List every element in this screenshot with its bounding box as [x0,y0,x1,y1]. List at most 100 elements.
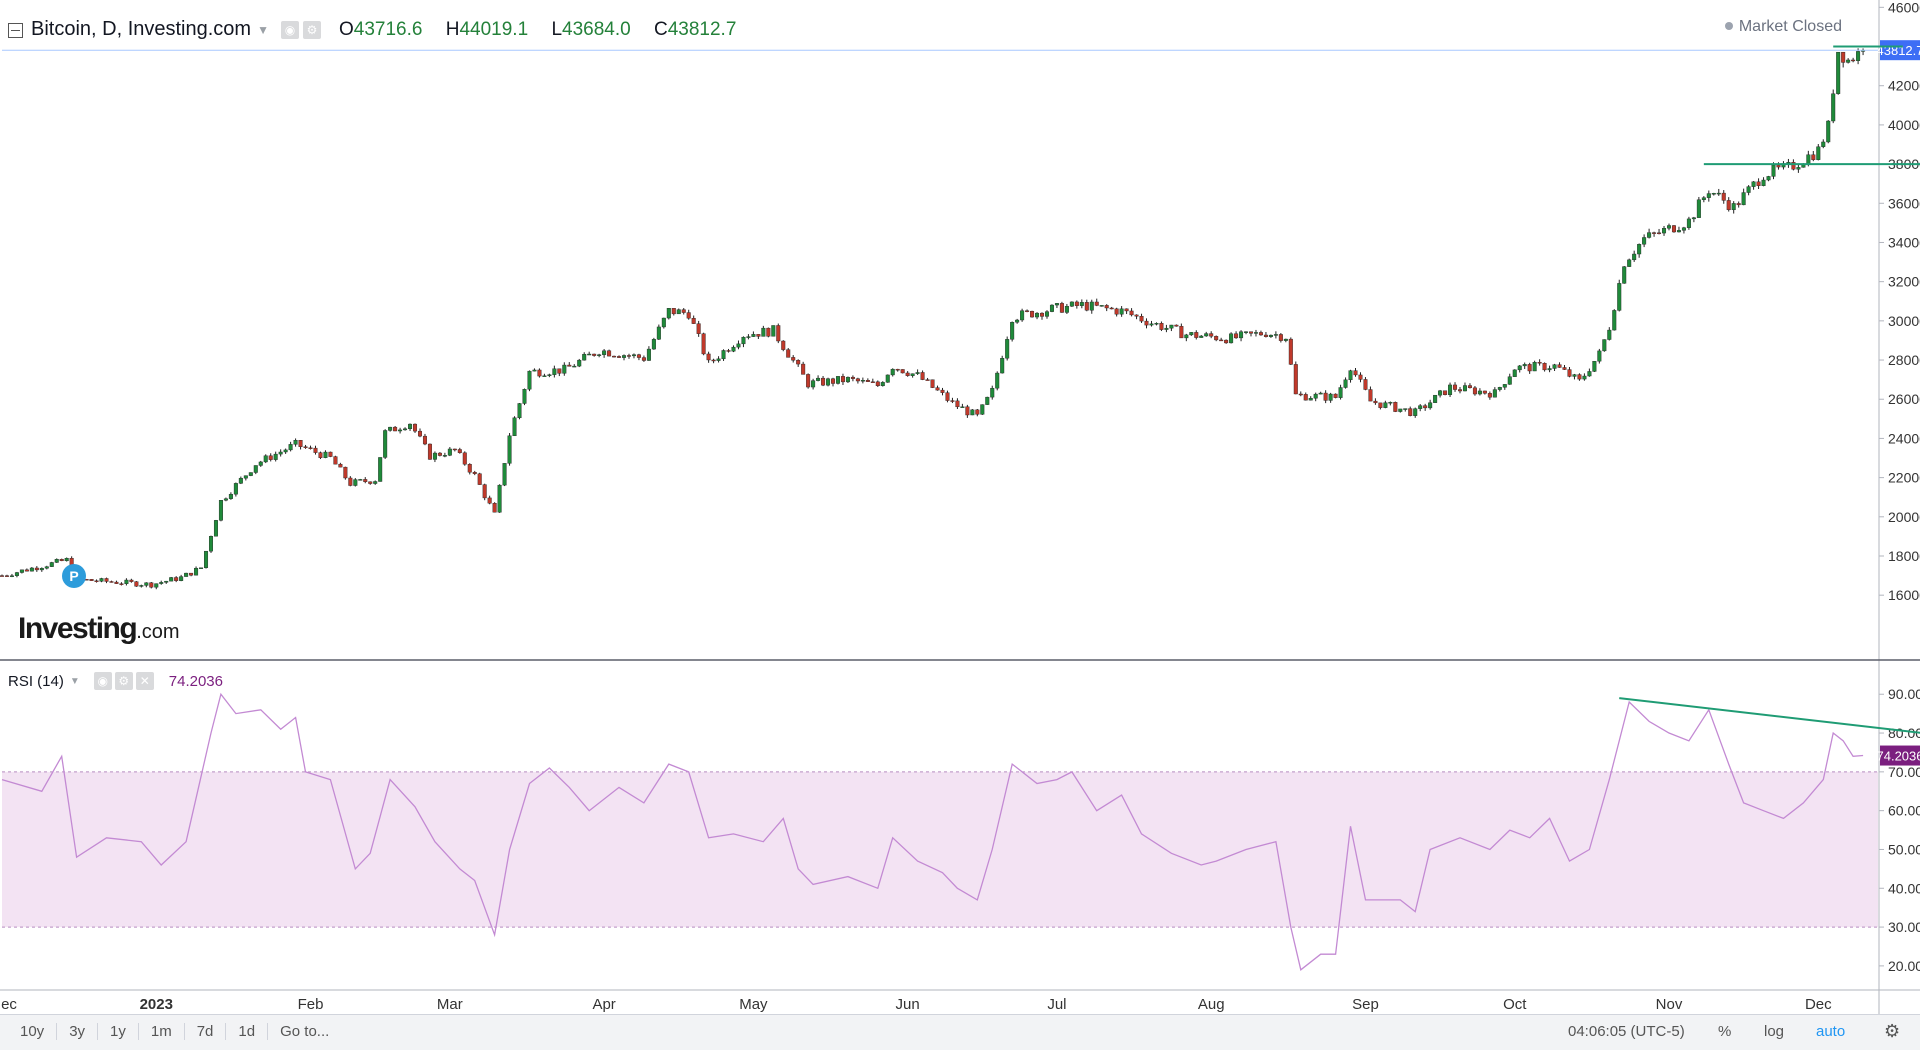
rsi-tick-label: 20.0000 [1888,958,1920,974]
candle-up [737,344,741,347]
candle-up [513,418,517,436]
candle-up [846,377,850,382]
candle-up [1627,260,1631,267]
candle-down [692,318,696,323]
range-7d-button[interactable]: 7d [185,1023,227,1040]
candle-down [468,464,472,472]
range-1y-button[interactable]: 1y [98,1023,139,1040]
candle-up [1637,244,1641,254]
candle-up [398,430,402,431]
candle-up [1349,371,1353,380]
candle-up [1612,310,1616,330]
eye-icon[interactable]: ◉ [94,672,112,690]
candle-down [1234,334,1238,338]
candle-up [403,429,407,430]
investing-logo: Investing.com [18,612,180,646]
candle-up [279,452,283,454]
auto-toggle[interactable]: auto [1816,1023,1845,1040]
candle-up [354,480,358,486]
candle-up [1170,325,1174,328]
candle-down [314,448,318,452]
candle-up [274,454,278,460]
goto-button[interactable]: Go to... [268,1023,341,1040]
candle-up [677,310,681,314]
range-buttons: 10y 3y 1y 1m 7d 1d Go to... [8,1023,341,1040]
candle-down [115,582,119,584]
candle-down [931,380,935,388]
range-1m-button[interactable]: 1m [139,1023,185,1040]
candle-up [209,536,213,551]
candle-up [1463,386,1467,392]
candle-up [1274,334,1278,335]
chart-title[interactable]: Bitcoin, D, Investing.com [31,18,251,41]
candle-up [1339,388,1343,398]
range-1d-button[interactable]: 1d [226,1023,268,1040]
candle-down [637,355,641,358]
candle-down [1568,370,1572,377]
candle-up [1070,302,1074,306]
time-axis-label: Feb [298,996,324,1013]
candle-down [483,485,487,498]
candle-up [1826,121,1830,142]
candle-up [1284,339,1288,341]
candle-down [1289,339,1293,364]
candle-up [1498,387,1502,389]
candle-up [1548,368,1552,369]
market-status: Market Closed [1725,18,1842,36]
candle-up [995,373,999,388]
candle-down [876,382,880,386]
candle-down [493,503,497,512]
last-price-label: 43812.7 [1877,43,1920,58]
range-3y-button[interactable]: 3y [57,1023,98,1040]
candle-up [1413,409,1417,416]
candle-up [503,463,507,485]
candle-up [249,473,253,476]
candle-up [1697,200,1701,218]
log-toggle[interactable]: log [1764,1023,1784,1040]
chevron-down-icon[interactable]: ▼ [70,676,80,687]
close-icon[interactable]: ✕ [136,672,154,690]
candle-down [757,334,761,336]
percent-toggle[interactable]: % [1718,1023,1731,1040]
candle-down [1160,323,1164,329]
candle-up [916,372,920,373]
candle-down [727,350,731,351]
candle-down [149,583,153,588]
candle-down [1578,375,1582,380]
candle-down [349,478,353,486]
candle-down [672,308,676,314]
rsi-band [2,772,1878,927]
candle-up [1015,320,1019,322]
logo-suffix: .com [136,621,179,643]
candle-up [811,381,815,387]
candle-up [911,374,915,376]
rsi-label[interactable]: RSI (14) [8,673,64,690]
candle-up [1239,332,1243,338]
candle-up [572,366,576,367]
chevron-down-icon[interactable]: ▼ [257,23,269,37]
candle-down [1543,363,1547,370]
candle-up [1767,176,1771,180]
candle-down [423,436,427,444]
candle-up [358,479,362,480]
candle-down [821,378,825,385]
gear-icon[interactable]: ⚙ [303,21,321,39]
candle-up [771,325,775,336]
eye-icon[interactable]: ◉ [281,21,299,39]
candle-up [1846,60,1850,62]
candle-up [284,450,288,452]
candle-up [582,354,586,360]
candle-up [891,369,895,375]
candle-up [1856,51,1860,60]
rsi-tick-label: 90.0000 [1888,686,1920,702]
range-10y-button[interactable]: 10y [8,1023,57,1040]
settings-gear-icon[interactable]: ⚙ [1884,1021,1900,1042]
candle-down [1374,401,1378,403]
candle-down [418,431,422,436]
gear-icon[interactable]: ⚙ [115,672,133,690]
candle-down [1483,391,1487,393]
event-marker-badge[interactable]: P [62,564,86,588]
candle-up [1269,335,1273,337]
collapse-icon[interactable] [8,23,23,38]
